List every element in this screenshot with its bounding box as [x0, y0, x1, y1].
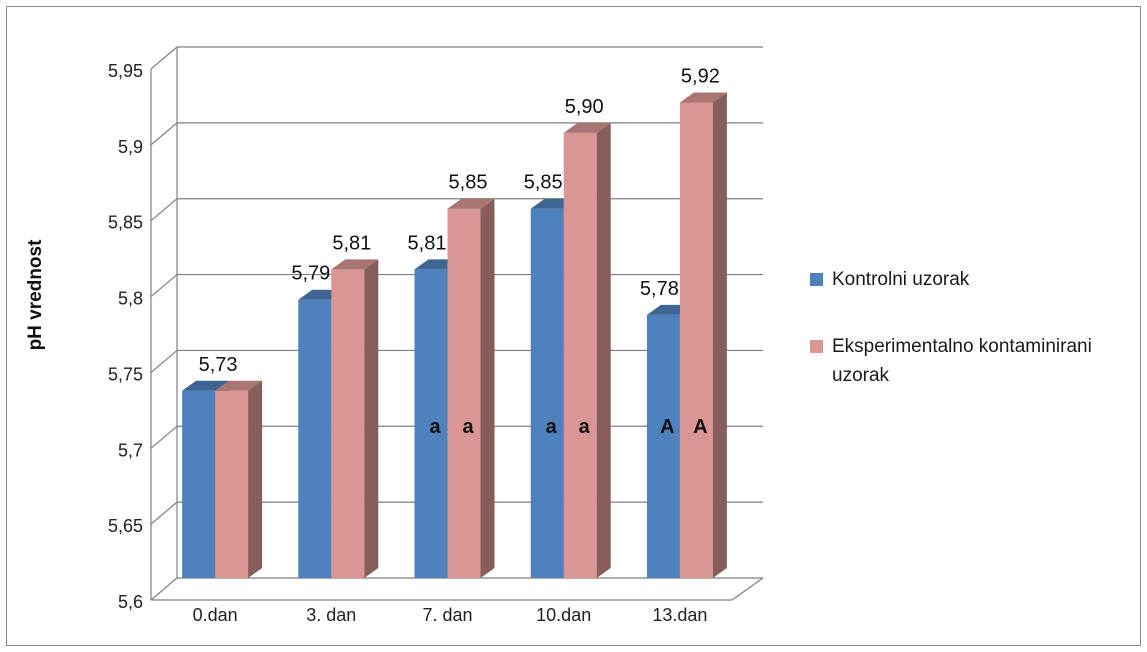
y-tick-label: 5,75	[108, 364, 143, 384]
floor-edge	[151, 577, 764, 601]
chart-frame: 5,6 5,65 5,7 5,75 5,8 5,85 5,9 5,95 pH vrednost 0…	[6, 6, 1141, 646]
y-tick-label: 5,8	[118, 289, 143, 309]
gridline-depth	[150, 46, 178, 70]
legend-item-experimental: Eksperimentalno kontaminirani uzorak	[810, 332, 1140, 390]
gridline-depth	[150, 425, 178, 449]
y-tick-label: 5,7	[118, 440, 143, 460]
bar	[215, 390, 249, 578]
significance-mark: A	[660, 416, 674, 438]
bar-top	[331, 259, 379, 270]
y-tick-label: 5,6	[118, 592, 143, 612]
bar-top	[182, 380, 230, 391]
data-label: 5,92	[681, 66, 720, 88]
gridline-depth	[150, 198, 178, 222]
x-tick-label: 7. dan	[422, 605, 472, 625]
bar-side	[596, 122, 611, 578]
gridline-depth	[150, 349, 178, 373]
x-tick-label: 10.dan	[536, 605, 591, 625]
significance-mark: a	[462, 416, 474, 438]
y-tick-label: 5,9	[118, 137, 143, 157]
bar-top	[563, 122, 611, 133]
bar	[563, 132, 597, 578]
data-label: 5,81	[332, 232, 371, 254]
legend-swatch-control	[810, 273, 823, 286]
bar	[530, 208, 564, 578]
data-label: 5,81	[408, 232, 447, 254]
bar-side	[364, 259, 379, 578]
bar	[646, 314, 680, 578]
bar-side	[480, 198, 495, 578]
y-tick-label: 5,95	[108, 61, 143, 81]
data-label: 5,85	[524, 172, 563, 194]
data-label: 5,78	[640, 278, 679, 300]
significance-mark: a	[429, 416, 441, 438]
significance-mark: a	[579, 416, 591, 438]
gridline-depth	[150, 577, 178, 601]
bar	[182, 390, 216, 578]
bar-chart: 5,6 5,65 5,7 5,75 5,8 5,85 5,9 5,95 pH vrednost 0…	[25, 46, 764, 625]
bar-side	[248, 380, 263, 578]
y-tick-label: 5,85	[108, 213, 143, 233]
gridline-depth	[150, 274, 178, 298]
significance-mark: A	[693, 416, 707, 438]
bar-top	[679, 92, 727, 103]
y-axis-title: pH vrednost	[25, 239, 46, 351]
data-label: 5,90	[565, 96, 604, 118]
legend: Kontrolni uzorak Eksperimentalno kontami…	[810, 265, 1140, 390]
bar-side	[712, 92, 727, 578]
legend-label-control: Kontrolni uzorak	[832, 269, 970, 290]
legend-swatch-experimental	[810, 340, 823, 353]
bar	[414, 269, 448, 578]
y-tick-label: 5,65	[108, 516, 143, 536]
bar	[331, 269, 365, 578]
legend-label-experimental: Eksperimentalno kontaminirani uzorak	[832, 336, 1092, 386]
legend-item-control: Kontrolni uzorak	[810, 265, 1140, 294]
x-tick-label: 0.dan	[193, 605, 238, 625]
bar-top	[447, 198, 495, 209]
bar	[447, 208, 481, 578]
data-label: 5,79	[291, 263, 330, 285]
significance-mark: a	[546, 416, 558, 438]
gridline-depth	[150, 501, 178, 525]
bar-top	[215, 380, 263, 391]
x-tick-label: 13.dan	[652, 605, 707, 625]
bar	[298, 299, 332, 578]
x-tick-label: 3. dan	[306, 605, 356, 625]
data-label: 5,73	[199, 354, 238, 376]
bar	[679, 102, 713, 578]
gridline-depth	[150, 122, 178, 146]
data-label: 5,85	[449, 172, 488, 194]
